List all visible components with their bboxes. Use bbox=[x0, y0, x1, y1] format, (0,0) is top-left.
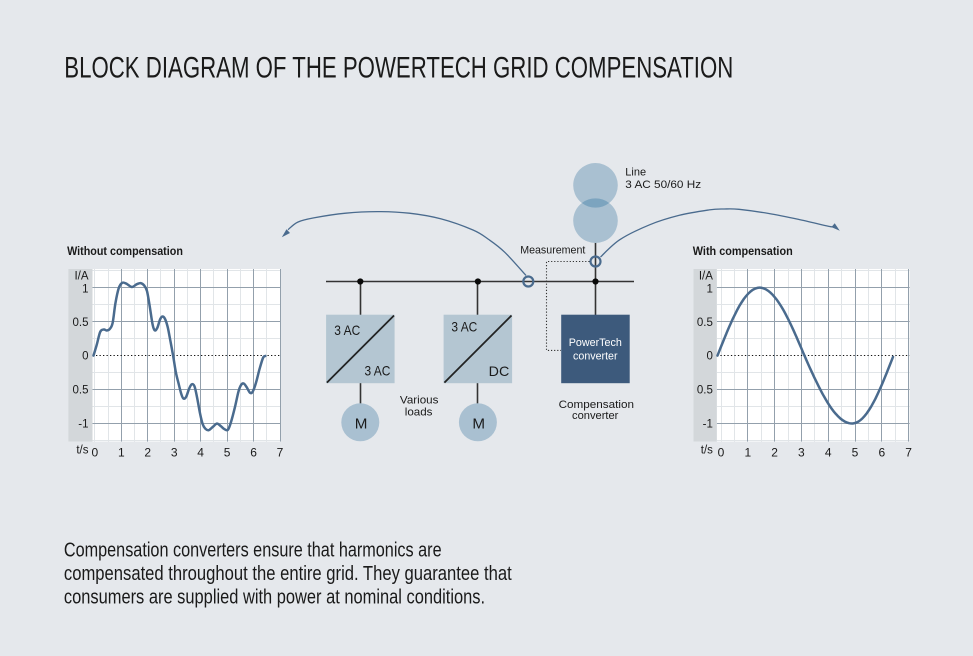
svg-text:Line: Line bbox=[625, 167, 646, 179]
svg-text:4: 4 bbox=[825, 445, 832, 459]
svg-text:5: 5 bbox=[224, 445, 231, 459]
svg-text:3 AC: 3 AC bbox=[365, 363, 391, 379]
svg-text:1: 1 bbox=[82, 283, 88, 295]
svg-text:7: 7 bbox=[905, 445, 912, 459]
svg-text:7: 7 bbox=[277, 445, 284, 459]
svg-text:3: 3 bbox=[798, 445, 805, 459]
svg-text:Measurement: Measurement bbox=[520, 245, 585, 257]
svg-text:compensated throughout the ent: compensated throughout the entire grid. … bbox=[64, 563, 512, 585]
svg-text:I/A: I/A bbox=[74, 271, 88, 283]
svg-text:converter: converter bbox=[572, 410, 619, 422]
svg-text:M: M bbox=[472, 416, 485, 433]
svg-text:1: 1 bbox=[744, 445, 751, 459]
svg-text:3 AC: 3 AC bbox=[334, 322, 360, 338]
svg-text:With compensation: With compensation bbox=[693, 244, 793, 258]
svg-text:0: 0 bbox=[718, 445, 725, 459]
svg-text:DC: DC bbox=[489, 363, 510, 379]
svg-text:Without compensation: Without compensation bbox=[67, 244, 183, 258]
svg-text:-1: -1 bbox=[78, 419, 88, 431]
svg-text:3 AC: 3 AC bbox=[451, 318, 477, 334]
svg-text:0: 0 bbox=[706, 351, 712, 363]
svg-text:0.5: 0.5 bbox=[73, 385, 89, 397]
svg-text:2: 2 bbox=[144, 445, 151, 459]
svg-text:converter: converter bbox=[573, 351, 618, 363]
svg-text:BLOCK DIAGRAM OF THE POWERTECH: BLOCK DIAGRAM OF THE POWERTECH GRID COMP… bbox=[64, 51, 733, 84]
svg-text:Compensation: Compensation bbox=[559, 399, 634, 411]
svg-text:4: 4 bbox=[197, 445, 204, 459]
svg-text:loads: loads bbox=[405, 407, 433, 419]
svg-text:6: 6 bbox=[250, 445, 257, 459]
svg-text:0.5: 0.5 bbox=[697, 385, 713, 397]
svg-text:t/s: t/s bbox=[701, 444, 713, 456]
svg-text:Compensation converters ensure: Compensation converters ensure that harm… bbox=[64, 539, 442, 561]
svg-text:Various: Various bbox=[400, 395, 439, 407]
svg-text:I/A: I/A bbox=[699, 271, 713, 283]
svg-text:0.5: 0.5 bbox=[73, 317, 89, 329]
svg-text:6: 6 bbox=[878, 445, 885, 459]
svg-text:3: 3 bbox=[171, 445, 178, 459]
svg-text:1: 1 bbox=[706, 283, 712, 295]
svg-text:0.5: 0.5 bbox=[697, 317, 713, 329]
svg-text:0: 0 bbox=[91, 445, 98, 459]
svg-text:t/s: t/s bbox=[76, 444, 88, 456]
svg-text:consumers are supplied with po: consumers are supplied with power at nom… bbox=[64, 587, 485, 609]
svg-text:M: M bbox=[355, 416, 368, 433]
svg-text:PowerTech: PowerTech bbox=[569, 337, 622, 349]
svg-text:5: 5 bbox=[852, 445, 859, 459]
svg-text:-1: -1 bbox=[703, 419, 713, 431]
svg-text:1: 1 bbox=[118, 445, 125, 459]
svg-text:2: 2 bbox=[771, 445, 778, 459]
svg-text:0: 0 bbox=[82, 351, 88, 363]
svg-text:3 AC 50/60 Hz: 3 AC 50/60 Hz bbox=[625, 179, 701, 191]
